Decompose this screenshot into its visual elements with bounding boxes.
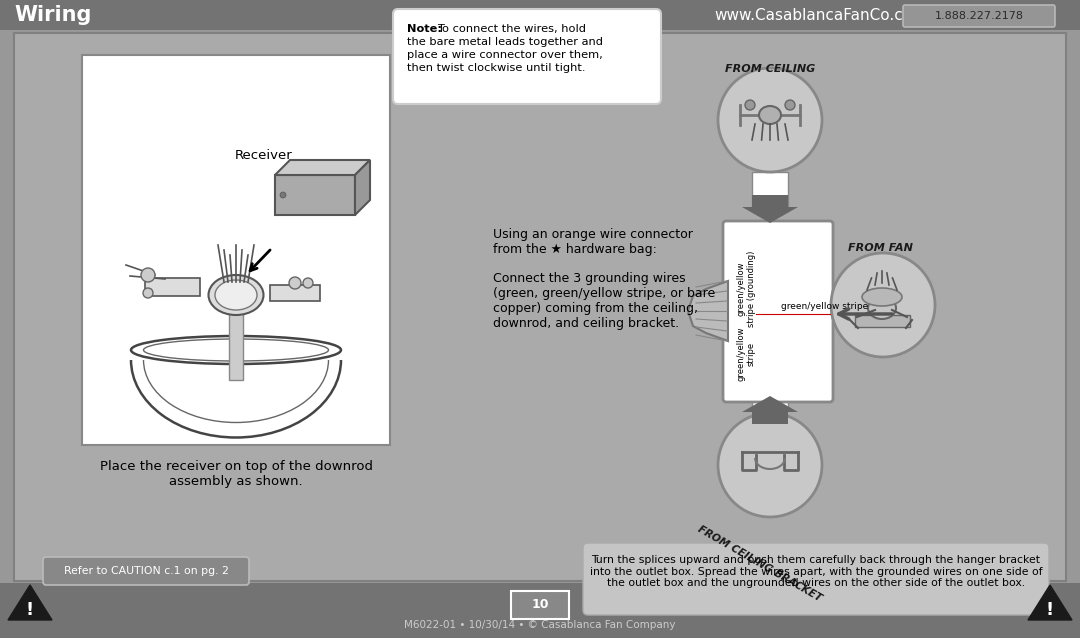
Polygon shape <box>275 160 370 175</box>
Text: !: ! <box>26 601 35 619</box>
Polygon shape <box>275 175 355 215</box>
Circle shape <box>280 192 286 198</box>
Text: the bare metal leads together and: the bare metal leads together and <box>407 37 603 47</box>
Bar <box>752 399 788 408</box>
Text: Wiring: Wiring <box>14 5 92 25</box>
Polygon shape <box>355 160 370 215</box>
Text: FROM CEILING BRACKET: FROM CEILING BRACKET <box>697 524 824 604</box>
Polygon shape <box>742 195 798 223</box>
Circle shape <box>831 253 935 357</box>
Circle shape <box>745 100 755 110</box>
Polygon shape <box>742 396 798 424</box>
Text: FROM FAN: FROM FAN <box>848 243 913 253</box>
Ellipse shape <box>862 288 902 306</box>
Bar <box>0 583 1080 638</box>
Circle shape <box>143 288 153 298</box>
Bar <box>14 33 1066 581</box>
FancyBboxPatch shape <box>511 591 569 619</box>
Text: green/yellow
stripe (grounding): green/yellow stripe (grounding) <box>737 251 756 327</box>
Text: Note:: Note: <box>407 24 442 34</box>
Text: green/yellow stripe: green/yellow stripe <box>781 302 868 311</box>
FancyBboxPatch shape <box>583 543 1049 615</box>
Text: then twist clockwise until tight.: then twist clockwise until tight. <box>407 63 585 73</box>
FancyBboxPatch shape <box>903 5 1055 27</box>
Text: Connect the 3 grounding wires
(green, green/yellow stripe, or bare
copper) comin: Connect the 3 grounding wires (green, gr… <box>492 272 715 330</box>
Text: FROM CEILING: FROM CEILING <box>725 64 815 74</box>
Bar <box>752 172 788 210</box>
Bar <box>82 55 390 445</box>
Text: Turn the splices upward and push them carefully back through the hanger bracket
: Turn the splices upward and push them ca… <box>590 555 1042 588</box>
Ellipse shape <box>868 297 896 319</box>
Ellipse shape <box>215 280 257 310</box>
Polygon shape <box>688 281 728 341</box>
Polygon shape <box>8 585 52 620</box>
Bar <box>270 285 320 301</box>
FancyBboxPatch shape <box>393 9 661 104</box>
Text: 10: 10 <box>531 598 549 611</box>
Polygon shape <box>1028 585 1072 620</box>
Bar <box>855 315 910 327</box>
Circle shape <box>785 100 795 110</box>
Text: place a wire connector over them,: place a wire connector over them, <box>407 50 603 60</box>
Text: M6022-01 • 10/30/14 • © Casablanca Fan Company: M6022-01 • 10/30/14 • © Casablanca Fan C… <box>404 620 676 630</box>
Bar <box>229 300 243 380</box>
Circle shape <box>718 413 822 517</box>
Text: Refer to CAUTION c.1 on pg. 2: Refer to CAUTION c.1 on pg. 2 <box>64 566 229 576</box>
Text: 1.888.227.2178: 1.888.227.2178 <box>934 11 1024 21</box>
Text: !: ! <box>1045 601 1054 619</box>
FancyBboxPatch shape <box>43 557 249 585</box>
Circle shape <box>718 68 822 172</box>
Bar <box>145 278 200 296</box>
Text: www.CasablancaFanCo.com: www.CasablancaFanCo.com <box>714 8 927 22</box>
Ellipse shape <box>759 106 781 124</box>
Circle shape <box>141 268 156 282</box>
Ellipse shape <box>208 275 264 315</box>
FancyBboxPatch shape <box>723 221 833 402</box>
Text: Receiver: Receiver <box>235 149 293 162</box>
Text: Place the receiver on top of the downrod
assembly as shown.: Place the receiver on top of the downrod… <box>99 460 373 488</box>
Circle shape <box>289 277 301 289</box>
Text: To connect the wires, hold: To connect the wires, hold <box>437 24 586 34</box>
Text: green/yellow
stripe: green/yellow stripe <box>737 327 756 382</box>
Text: Using an orange wire connector
from the ★ hardware bag:: Using an orange wire connector from the … <box>492 228 693 256</box>
Circle shape <box>303 278 313 288</box>
Bar <box>0 0 1080 30</box>
